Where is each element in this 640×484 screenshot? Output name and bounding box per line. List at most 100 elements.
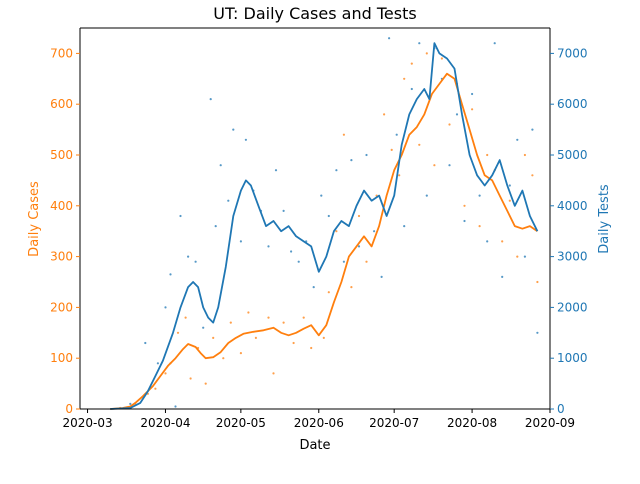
cases-point <box>254 336 257 339</box>
axes-layer: 0100200300400500600700010002000300040005… <box>50 27 588 430</box>
tests-point <box>312 286 315 289</box>
right-tick-label: 6000 <box>557 97 588 111</box>
cases-point <box>448 123 451 126</box>
tests-point <box>267 245 270 248</box>
tests-point <box>227 199 230 202</box>
cases-point <box>222 357 225 360</box>
cases-point <box>342 133 345 136</box>
x-axis-label: Date <box>299 438 330 453</box>
left-tick-label: 100 <box>50 351 73 365</box>
tests-point <box>373 230 376 233</box>
cases-point <box>239 352 242 355</box>
tests-point <box>380 275 383 278</box>
tests-point <box>516 138 519 141</box>
tests-point <box>202 326 205 329</box>
cases-point <box>335 230 338 233</box>
tests-point <box>274 169 278 172</box>
cases-point <box>229 321 232 324</box>
tests-point <box>410 87 413 91</box>
cases-point <box>189 377 192 380</box>
tests-point <box>418 42 421 45</box>
tests-point <box>448 164 451 167</box>
cases-point <box>365 260 368 263</box>
cases-point <box>398 174 401 177</box>
cases-point <box>350 286 353 289</box>
cases-point <box>383 113 386 116</box>
tests-point <box>508 184 511 187</box>
left-tick-label: 400 <box>50 199 73 213</box>
tests-point <box>164 306 167 309</box>
tests-point <box>290 250 293 253</box>
tests-point <box>531 128 534 131</box>
tests-point <box>388 37 391 40</box>
cases-point <box>508 199 511 202</box>
tests-point <box>320 194 323 197</box>
tests-point <box>350 159 353 162</box>
right-tick-label: 0 <box>557 402 565 416</box>
tests-point <box>335 169 338 172</box>
tests-point <box>232 128 235 131</box>
cases-point <box>440 57 443 60</box>
tests-point <box>523 255 527 258</box>
cases-point <box>184 316 187 319</box>
right-tick-label: 1000 <box>557 351 588 365</box>
cases-point <box>501 240 504 243</box>
x-tick-label: 2020-06 <box>294 416 344 430</box>
tests-point <box>244 138 247 141</box>
right-tick-label: 2000 <box>557 300 588 314</box>
tests-point <box>357 245 361 248</box>
tests-point <box>395 133 398 136</box>
left-tick-label: 600 <box>50 97 73 111</box>
cases-point <box>425 52 428 55</box>
tests-point <box>282 209 285 212</box>
tests-point <box>297 260 300 263</box>
tests-point <box>156 362 159 365</box>
tests-point <box>425 194 428 197</box>
x-tick-label: 2020-07 <box>369 416 419 430</box>
tests-point <box>144 341 147 345</box>
cases-point <box>204 382 207 385</box>
tests-point <box>194 260 197 263</box>
cases-point <box>516 255 519 258</box>
cases-point <box>302 316 305 319</box>
tests-point <box>455 113 459 116</box>
cases-point <box>154 387 157 390</box>
cases-point <box>272 372 275 375</box>
left-axis-label: Daily Cases <box>27 181 42 257</box>
cases-point <box>322 336 325 339</box>
left-tick-label: 700 <box>50 46 73 60</box>
tests-point <box>493 42 496 45</box>
cases-point <box>531 174 534 177</box>
tests-point <box>129 402 132 405</box>
tests-point <box>486 240 489 243</box>
right-tick-label: 4000 <box>557 199 588 213</box>
left-tick-label: 200 <box>50 300 73 314</box>
x-tick-label: 2020-09 <box>525 416 575 430</box>
tests-point <box>239 240 242 243</box>
cases-point <box>292 341 295 345</box>
x-tick-label: 2020-05 <box>216 416 266 430</box>
cases-point <box>478 225 481 228</box>
x-tick-label: 2020-03 <box>62 416 112 430</box>
cases-point <box>403 77 406 80</box>
right-tick-label: 5000 <box>557 148 588 162</box>
cases-point <box>410 62 413 65</box>
tests-point <box>463 219 466 223</box>
cases-point <box>536 280 539 284</box>
chart-title: UT: Daily Cases and Tests <box>213 4 416 23</box>
cases-point <box>282 321 285 324</box>
tests-point <box>327 214 330 218</box>
left-tick-label: 500 <box>50 148 73 162</box>
cases-point <box>267 316 270 319</box>
tests-point <box>478 194 481 197</box>
cases-point <box>212 336 215 339</box>
series-layer <box>110 37 539 410</box>
cases-point <box>523 153 527 157</box>
cases-point <box>357 214 361 218</box>
tests-point <box>169 273 172 276</box>
tests-point <box>187 255 190 258</box>
tests-point <box>219 164 222 167</box>
x-tick-label: 2020-04 <box>140 416 190 430</box>
